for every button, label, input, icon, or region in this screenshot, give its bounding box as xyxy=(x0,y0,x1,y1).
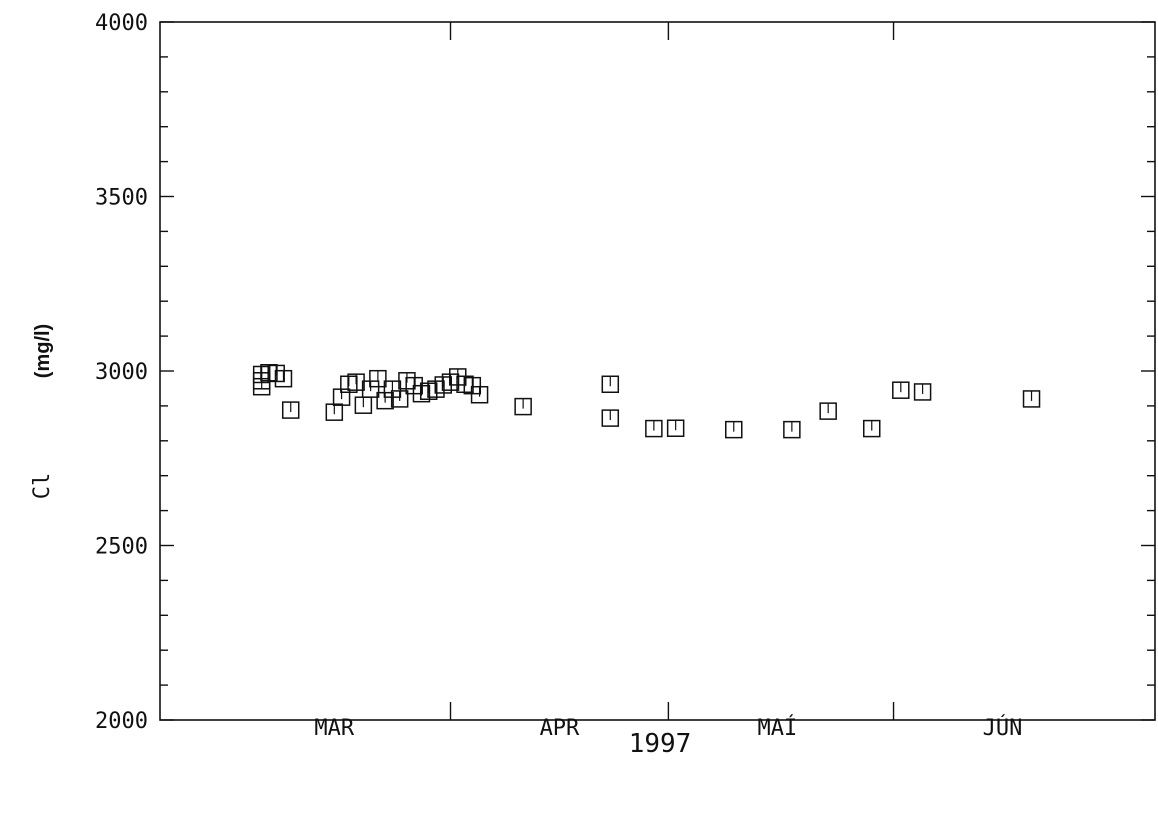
x-axis-title: 1997 xyxy=(629,729,692,759)
y-axis-title-unit: (mg/l) xyxy=(32,324,54,378)
x-month-labels: MAR APR MAÍ JÚN xyxy=(314,715,1022,741)
data-point xyxy=(892,381,910,399)
plot-frame xyxy=(159,21,1156,721)
y-axis-title-main: Cl xyxy=(30,473,55,500)
y-tick-label: 4000 xyxy=(95,11,148,36)
y-tick-label: 3500 xyxy=(95,186,148,211)
data-point xyxy=(325,403,344,421)
data-point xyxy=(514,397,532,416)
y-tick-label: 2000 xyxy=(95,709,148,734)
data-point xyxy=(390,390,409,408)
data-point xyxy=(645,419,663,438)
data-point xyxy=(274,369,293,388)
data-point xyxy=(601,409,620,427)
y-tick-label: 2500 xyxy=(95,535,148,560)
axis-ticks xyxy=(160,21,1155,721)
y-tick-labels: 2000 2500 3000 3500 4000 xyxy=(95,11,148,734)
data-point xyxy=(666,419,685,437)
x-month-label: MAÍ xyxy=(757,715,797,741)
data-point xyxy=(783,420,801,439)
x-month-label: APR xyxy=(540,716,580,741)
data-point xyxy=(819,402,837,420)
x-month-label: JÚN xyxy=(983,715,1023,741)
data-point xyxy=(470,385,489,404)
data-point xyxy=(281,401,300,419)
data-point xyxy=(863,419,881,438)
y-tick-label: 3000 xyxy=(95,360,148,385)
data-point xyxy=(1022,390,1041,408)
y-axis-title: Cl (mg/l) xyxy=(30,324,55,499)
x-month-label: MAR xyxy=(314,716,354,741)
data-point xyxy=(369,369,387,388)
data-point xyxy=(601,375,620,394)
data-point xyxy=(725,420,743,439)
data-points xyxy=(252,363,1041,439)
data-point xyxy=(347,373,365,391)
data-point xyxy=(913,383,932,401)
data-point xyxy=(354,396,373,414)
